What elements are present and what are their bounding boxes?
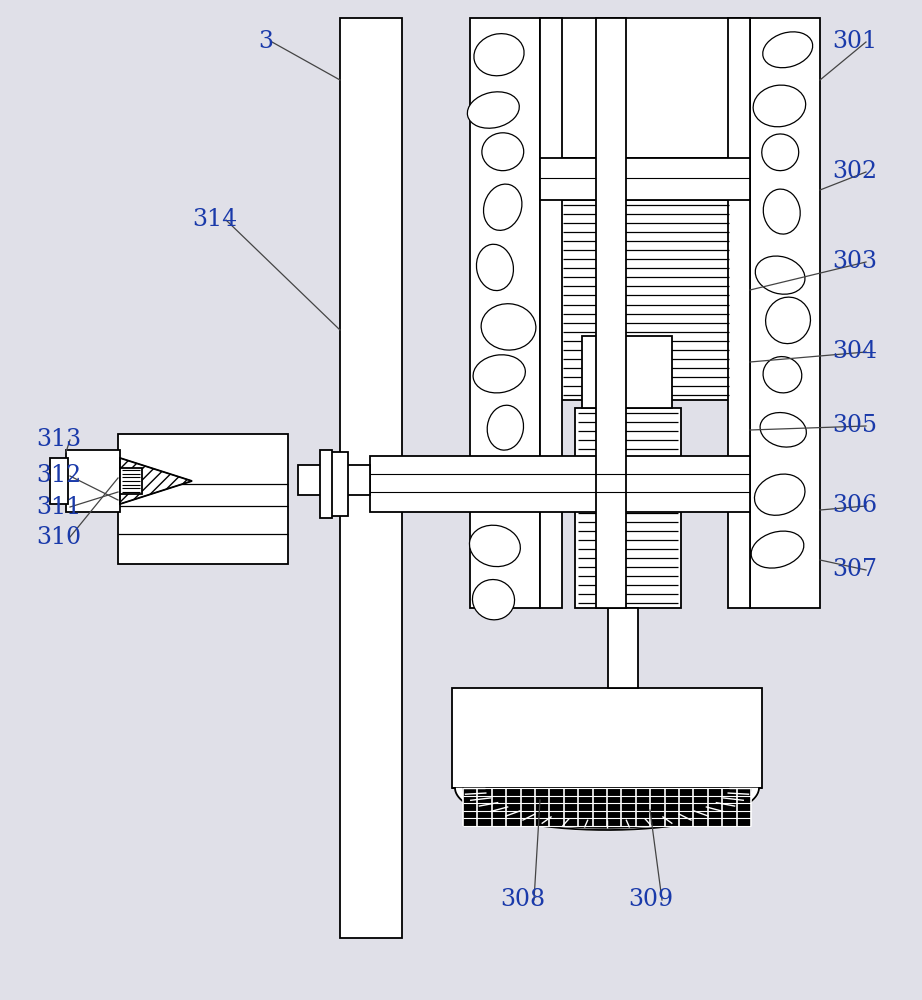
- Ellipse shape: [755, 256, 805, 294]
- Bar: [118, 434, 288, 564]
- Bar: [560, 200, 732, 400]
- Bar: [582, 336, 672, 408]
- Text: 312: 312: [36, 464, 81, 488]
- Text: 301: 301: [832, 30, 877, 53]
- Text: 3: 3: [258, 30, 273, 53]
- Bar: [370, 456, 750, 512]
- Bar: [463, 788, 751, 826]
- Ellipse shape: [482, 133, 524, 171]
- Text: 311: 311: [36, 495, 81, 518]
- Bar: [540, 18, 750, 158]
- Text: 304: 304: [832, 340, 877, 363]
- Ellipse shape: [473, 355, 526, 393]
- Text: 314: 314: [192, 209, 237, 232]
- Bar: [608, 608, 638, 688]
- Bar: [596, 18, 626, 608]
- Text: 307: 307: [832, 558, 877, 582]
- Ellipse shape: [481, 304, 536, 350]
- Bar: [66, 450, 120, 512]
- Ellipse shape: [753, 85, 806, 127]
- Ellipse shape: [760, 413, 807, 447]
- Text: 308: 308: [500, 888, 545, 912]
- Text: 306: 306: [832, 494, 877, 518]
- Bar: [540, 158, 750, 200]
- Ellipse shape: [765, 297, 810, 344]
- Ellipse shape: [483, 184, 522, 230]
- Bar: [298, 465, 370, 495]
- Text: 305: 305: [832, 414, 877, 438]
- Polygon shape: [463, 788, 751, 828]
- Bar: [320, 450, 332, 518]
- Text: 303: 303: [832, 250, 877, 273]
- Text: 309: 309: [628, 888, 673, 912]
- Ellipse shape: [472, 580, 514, 620]
- Ellipse shape: [751, 531, 804, 568]
- Ellipse shape: [469, 525, 520, 567]
- Bar: [470, 18, 540, 608]
- Bar: [575, 408, 681, 608]
- Ellipse shape: [762, 134, 798, 171]
- Bar: [728, 18, 750, 608]
- Bar: [540, 18, 562, 608]
- Bar: [452, 688, 762, 788]
- Bar: [50, 458, 68, 504]
- Ellipse shape: [474, 34, 524, 76]
- Ellipse shape: [762, 32, 812, 68]
- Ellipse shape: [487, 405, 524, 450]
- Ellipse shape: [486, 473, 528, 506]
- Ellipse shape: [763, 357, 802, 393]
- Ellipse shape: [763, 189, 800, 234]
- Text: 313: 313: [36, 428, 81, 452]
- Bar: [120, 468, 142, 494]
- Bar: [330, 452, 348, 516]
- Bar: [340, 18, 402, 938]
- Ellipse shape: [754, 474, 805, 515]
- Ellipse shape: [467, 92, 519, 128]
- Text: 302: 302: [832, 160, 877, 184]
- Text: 310: 310: [36, 526, 81, 548]
- Ellipse shape: [477, 244, 514, 291]
- Polygon shape: [120, 458, 192, 504]
- Bar: [750, 18, 820, 608]
